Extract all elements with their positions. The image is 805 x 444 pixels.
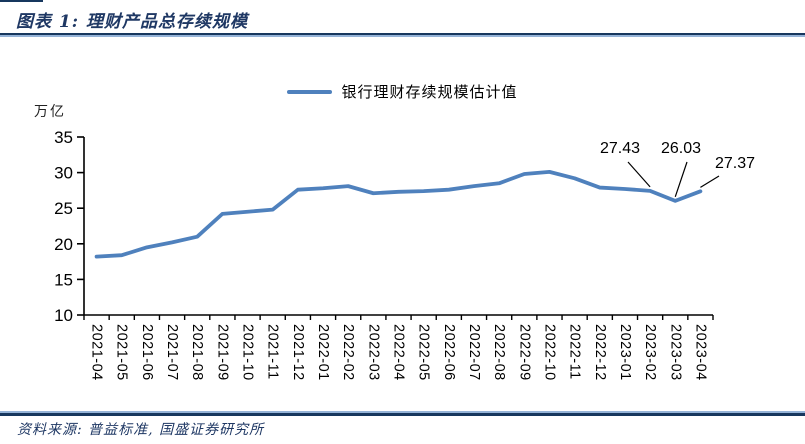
x-axis-label: 2022-10 — [541, 324, 557, 381]
x-axis-label: 2021-07 — [164, 324, 180, 381]
x-axis-label: 2022-09 — [516, 324, 532, 381]
annotation-label: 26.03 — [661, 140, 702, 157]
x-axis-label: 2022-11 — [567, 324, 583, 380]
legend-series-label: 银行理财存续规模估计值 — [341, 83, 518, 101]
figure-title: 图表 1: 理财产品总存续规模 — [16, 12, 248, 32]
y-tick-label: 35 — [54, 128, 73, 147]
x-axis-label: 2023-01 — [617, 324, 633, 381]
y-tick-label: 10 — [54, 306, 73, 325]
chart-legend: 银行理财存续规模估计值 — [0, 81, 805, 102]
x-axis-label: 2022-07 — [466, 324, 482, 381]
x-axis-label: 2023-02 — [642, 324, 658, 381]
x-axis-label: 2022-02 — [340, 324, 356, 381]
x-axis-label: 2023-03 — [667, 324, 683, 381]
x-axis-label: 2022-08 — [491, 324, 507, 381]
title-divider — [0, 33, 805, 37]
x-axis-label: 2021-12 — [290, 324, 306, 381]
series-line — [94, 169, 703, 259]
x-axis-label: 2022-04 — [391, 324, 407, 381]
top-border-fragment — [0, 0, 43, 2]
annotation-leader — [700, 175, 720, 188]
x-axis-label: 2022-01 — [315, 324, 331, 381]
y-tick-label: 15 — [54, 270, 73, 289]
x-axis-label: 2021-10 — [240, 324, 256, 381]
x-axis-label: 2021-11 — [265, 324, 281, 380]
annotation-leader — [674, 161, 688, 198]
legend-line-swatch — [287, 89, 333, 94]
x-axis-label: 2021-06 — [139, 324, 155, 381]
footer-divider — [0, 411, 805, 416]
x-axis-label: 2023-04 — [692, 324, 708, 381]
x-axis-label: 2022-06 — [441, 324, 457, 381]
annotation-leader — [627, 161, 651, 188]
y-tick-label: 30 — [54, 164, 73, 183]
x-axis-label: 2021-04 — [89, 324, 105, 381]
y-axis-unit-label: 万亿 — [34, 104, 66, 120]
annotation-label: 27.43 — [600, 140, 641, 157]
axis-lines — [83, 137, 713, 316]
x-axis-label: 2022-12 — [592, 324, 608, 381]
y-tick-label: 25 — [54, 199, 73, 218]
x-axis-label: 2021-08 — [189, 324, 205, 381]
x-axis-label: 2022-03 — [365, 324, 381, 381]
annotation-label: 27.37 — [715, 155, 756, 172]
source-note: 资料来源: 普益标准, 国盛证券研究所 — [17, 422, 265, 438]
y-tick-label: 20 — [54, 235, 73, 254]
x-axis-label: 2021-09 — [214, 324, 230, 381]
x-axis-label: 2022-05 — [416, 324, 432, 381]
x-axis-label: 2021-05 — [114, 324, 130, 381]
